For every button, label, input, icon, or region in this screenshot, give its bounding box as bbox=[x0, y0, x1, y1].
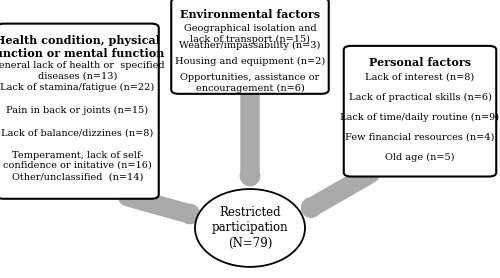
Text: Lack of balance/dizzines (n=8): Lack of balance/dizzines (n=8) bbox=[2, 128, 154, 137]
Text: Pain in back or joints (n=15): Pain in back or joints (n=15) bbox=[6, 106, 148, 115]
FancyBboxPatch shape bbox=[344, 46, 496, 177]
FancyBboxPatch shape bbox=[0, 24, 158, 199]
Ellipse shape bbox=[195, 189, 305, 267]
FancyBboxPatch shape bbox=[171, 0, 329, 94]
Text: General lack of health or  specified
diseases (n=13): General lack of health or specified dise… bbox=[0, 61, 164, 80]
Text: Other/unclassified  (n=14): Other/unclassified (n=14) bbox=[12, 173, 143, 182]
Text: Geographical isolation and
lack of transport (n=15): Geographical isolation and lack of trans… bbox=[184, 24, 316, 44]
Text: Lack of stamina/fatigue (n=22): Lack of stamina/fatigue (n=22) bbox=[0, 83, 154, 93]
Text: Few financial resources (n=4): Few financial resources (n=4) bbox=[346, 133, 494, 142]
Text: Personal factors: Personal factors bbox=[369, 57, 471, 68]
Text: Old age (n=5): Old age (n=5) bbox=[385, 153, 455, 162]
Text: Weather/impassability (n=3): Weather/impassability (n=3) bbox=[180, 41, 320, 49]
Text: Opportunities, assistance or
encouragement (n=6): Opportunities, assistance or encourageme… bbox=[180, 73, 320, 93]
Text: Lack of practical skills (n=6): Lack of practical skills (n=6) bbox=[348, 93, 492, 101]
Text: Lack of interest (n=8): Lack of interest (n=8) bbox=[366, 72, 474, 81]
Text: Environmental factors: Environmental factors bbox=[180, 9, 320, 20]
Text: Lack of time/daily routine (n=9): Lack of time/daily routine (n=9) bbox=[340, 113, 500, 122]
Text: Health condition, physical
function or mental function: Health condition, physical function or m… bbox=[0, 35, 164, 59]
Text: Temperament, lack of self-
confidence or initative (n=16): Temperament, lack of self- confidence or… bbox=[3, 151, 152, 170]
Text: Restricted
participation
(N=79): Restricted participation (N=79) bbox=[212, 207, 288, 249]
Text: Housing and equipment (n=2): Housing and equipment (n=2) bbox=[175, 57, 325, 66]
